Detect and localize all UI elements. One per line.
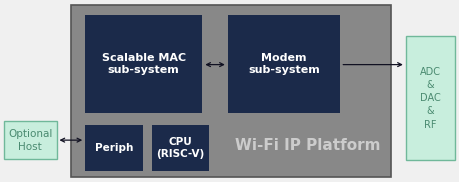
Text: Modem
sub-system: Modem sub-system <box>248 53 319 75</box>
Bar <box>4 121 56 159</box>
FancyArrowPatch shape <box>342 63 401 67</box>
FancyArrowPatch shape <box>61 138 81 142</box>
Text: CPU
(RISC-V): CPU (RISC-V) <box>156 137 204 159</box>
Text: Wi-Fi IP Platform: Wi-Fi IP Platform <box>235 138 380 153</box>
FancyArrowPatch shape <box>206 63 223 67</box>
Bar <box>85 125 142 171</box>
Bar <box>85 15 202 113</box>
Bar <box>151 125 209 171</box>
Text: Periph: Periph <box>95 143 133 153</box>
Bar <box>227 15 340 113</box>
Bar <box>405 36 454 160</box>
Text: Scalable MAC
sub-system: Scalable MAC sub-system <box>101 53 185 75</box>
Text: Optional
Host: Optional Host <box>8 128 52 152</box>
Bar <box>71 5 390 177</box>
Text: ADC
&
DAC
&
RF: ADC & DAC & RF <box>419 67 440 130</box>
